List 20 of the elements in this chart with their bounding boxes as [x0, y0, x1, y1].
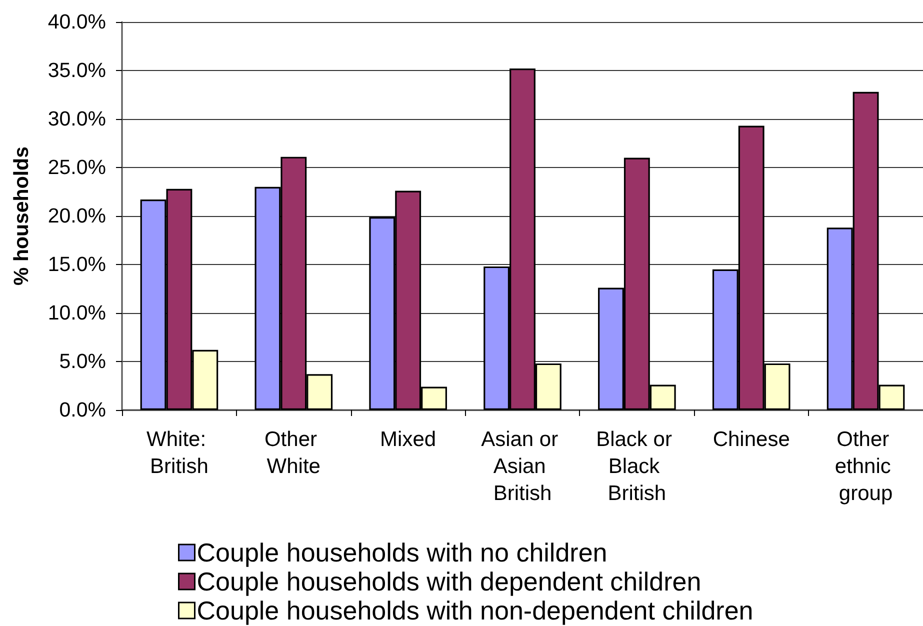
- y-tick-label: 10.0%: [48, 302, 106, 324]
- x-tick-label: Chinese: [712, 428, 790, 451]
- y-tick-label: 40.0%: [48, 10, 106, 34]
- y-tick-label: 15.0%: [48, 253, 106, 276]
- y-tick-label: 30.0%: [48, 108, 106, 130]
- x-tick-label: Other White: [264, 428, 323, 478]
- y-tick-label: 0.0%: [59, 398, 106, 422]
- y-axis-title: % households: [10, 146, 33, 286]
- legend-label: Couple households with non-dependent children: [196, 596, 754, 626]
- legend-label: Couple households with no children: [196, 538, 608, 568]
- legend-label: Couple households with dependent children: [196, 566, 702, 596]
- x-tick-label: Mixed: [380, 428, 436, 451]
- y-tick-label: 25.0%: [48, 156, 106, 179]
- x-tick-label: White: British: [146, 428, 212, 478]
- y-tick-label: 5.0%: [59, 350, 106, 373]
- y-tick-label: 35.0%: [48, 59, 106, 82]
- y-tick-label: 20.0%: [48, 204, 106, 228]
- x-tick-label: Asian or Asian British: [481, 428, 564, 505]
- x-tick-label: Other ethnic group: [834, 428, 897, 505]
- x-tick-label: Black or Black British: [596, 428, 678, 505]
